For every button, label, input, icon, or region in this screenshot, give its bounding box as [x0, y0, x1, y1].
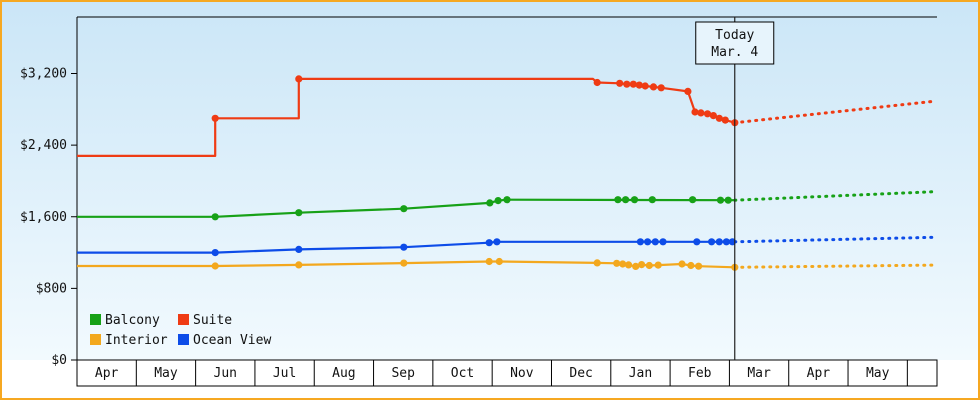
series-balcony-point — [689, 196, 697, 204]
series-balcony-point — [630, 196, 639, 204]
month-label: Sep — [391, 366, 415, 381]
month-row — [76, 359, 938, 387]
series-balcony-point — [724, 196, 732, 204]
series-balcony-point — [614, 196, 622, 204]
plot-background — [2, 2, 978, 360]
series-ocean-view-point — [693, 238, 701, 246]
series-interior-point — [613, 259, 621, 267]
series-interior-point — [625, 261, 633, 269]
series-ocean-view-point — [644, 238, 652, 246]
series-interior-point — [645, 261, 653, 270]
legend-swatch-suite[interactable] — [178, 314, 189, 325]
y-tick-label: $3,200 — [20, 67, 67, 82]
series-interior-point — [654, 261, 662, 269]
legend-swatch-ocean-view[interactable] — [178, 334, 189, 345]
month-label: Jan — [629, 366, 652, 381]
series-balcony-point — [400, 205, 408, 213]
series-interior-point — [211, 262, 219, 270]
series-suite-point — [691, 108, 699, 116]
series-balcony-point — [494, 197, 502, 205]
series-balcony-point — [503, 196, 511, 204]
series-balcony-point — [622, 196, 630, 204]
month-label: May — [866, 366, 890, 381]
series-interior-point — [678, 260, 686, 268]
series-suite-point — [715, 114, 723, 122]
series-interior-point — [638, 261, 646, 269]
series-suite-point — [697, 109, 705, 117]
series-balcony-point — [211, 213, 219, 221]
series-interior-point — [619, 260, 627, 268]
series-suite-point — [703, 110, 712, 118]
legend-label-interior[interactable]: Interior — [105, 333, 168, 348]
series-balcony-point — [716, 196, 725, 204]
month-label: Mar — [747, 366, 771, 381]
series-interior-point — [495, 257, 503, 266]
series-ocean-view-point — [651, 238, 659, 246]
month-label: Nov — [510, 366, 534, 381]
series-suite-point — [295, 75, 303, 83]
series-suite-point — [641, 82, 649, 90]
series-suite-point — [616, 79, 624, 87]
series-interior-point — [687, 261, 695, 270]
series-ocean-view-point — [722, 238, 731, 246]
series-interior-point — [295, 261, 303, 269]
series-balcony-point — [295, 209, 303, 217]
series-ocean-view-point — [295, 245, 303, 253]
series-suite-point — [211, 114, 219, 122]
y-tick-label: $800 — [36, 281, 67, 296]
legend-label-ocean-view[interactable]: Ocean View — [193, 333, 271, 348]
legend-label-balcony[interactable]: Balcony — [105, 313, 160, 328]
series-balcony-point — [648, 196, 656, 204]
series-ocean-view-point — [211, 249, 219, 257]
today-label: Today — [715, 28, 754, 43]
month-label: Apr — [807, 366, 831, 381]
series-suite-forecast-line — [733, 99, 936, 125]
today-box — [695, 21, 775, 65]
month-label: Apr — [95, 366, 119, 381]
series-suite-point — [629, 80, 637, 88]
today-date-label: Mar. 4 — [711, 45, 758, 60]
series-interior-point — [593, 259, 601, 267]
series-interior-point — [485, 257, 493, 266]
y-tick-label: $2,400 — [20, 138, 67, 153]
series-interior-point — [695, 262, 703, 270]
series-interior-point — [632, 262, 640, 270]
series-suite-point — [623, 80, 631, 88]
y-tick-label: $1,600 — [20, 210, 67, 225]
series-suite-point — [684, 87, 692, 95]
month-label: Jul — [273, 366, 296, 381]
month-label: Feb — [688, 366, 712, 381]
series-ocean-view-point — [485, 239, 493, 247]
series-ocean-view-point — [659, 238, 667, 246]
series-ocean-view-point — [493, 238, 501, 246]
legend-swatch-balcony[interactable] — [90, 314, 101, 325]
series-suite-point — [657, 84, 665, 92]
series-suite-point — [721, 116, 729, 124]
series-balcony-forecast-line — [733, 190, 936, 202]
month-label: Dec — [569, 366, 592, 381]
series-ocean-view-forecast-line — [733, 235, 936, 244]
series-ocean-view-point — [636, 238, 645, 246]
series-ocean-view-point — [400, 243, 408, 251]
series-suite-point — [649, 83, 658, 91]
month-label: Aug — [332, 366, 355, 381]
series-balcony-point — [486, 199, 494, 207]
legend-label-suite[interactable]: Suite — [193, 313, 232, 328]
series-interior-forecast-line — [733, 263, 936, 269]
series-ocean-view-point — [708, 238, 716, 246]
month-label: Jun — [214, 366, 237, 381]
month-label: May — [154, 366, 178, 381]
y-tick-label: $0 — [51, 353, 67, 368]
legend-swatch-interior[interactable] — [90, 334, 101, 345]
series-suite-point — [593, 78, 601, 87]
month-label: Oct — [451, 366, 474, 381]
series-suite-point — [709, 112, 718, 120]
series-ocean-view-point — [715, 238, 723, 246]
series-suite-point — [635, 81, 643, 89]
series-interior-point — [400, 259, 408, 267]
